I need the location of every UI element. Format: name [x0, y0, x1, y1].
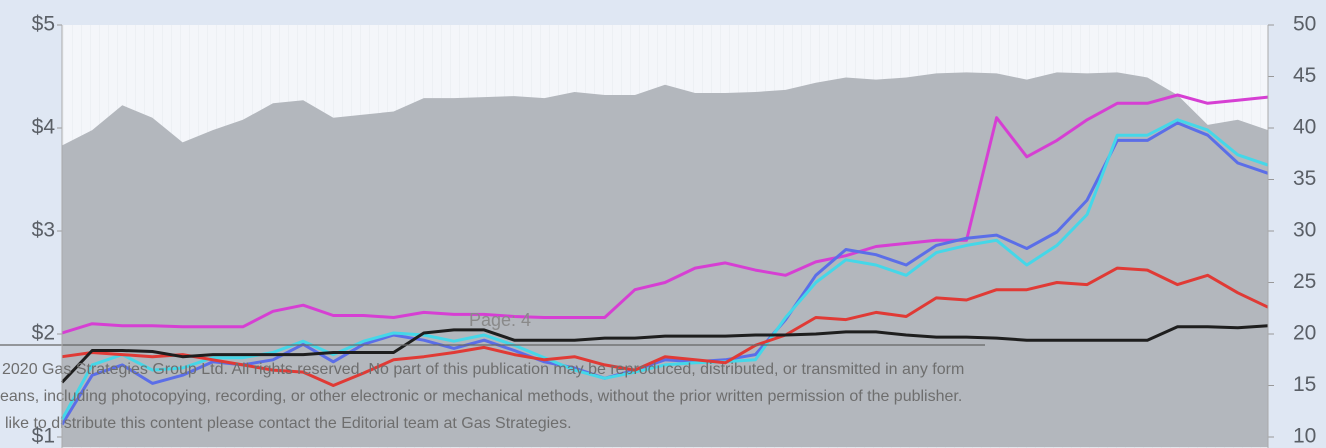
line	[61, 266, 1269, 387]
y2-tick-label: 50	[1293, 13, 1316, 36]
y2-tick-label: 45	[1293, 64, 1316, 87]
y2-tick-label: 30	[1293, 219, 1316, 242]
y-tick-label: $4	[32, 116, 56, 139]
footer-line: like to distribute this content please c…	[5, 415, 572, 432]
line	[60, 324, 1269, 384]
y-tick-label: $3	[32, 219, 55, 242]
footer-line: 2020 Gas Strategies Group Ltd. All right…	[2, 361, 964, 378]
line	[61, 93, 1269, 335]
y2-tick-label: 40	[1293, 116, 1316, 139]
y2-tick-label: 25	[1293, 270, 1316, 293]
y2-tick-label: 20	[1293, 322, 1316, 345]
y-tick-label: $5	[32, 13, 55, 36]
y-tick-label: $1	[32, 425, 55, 448]
y2-tick-label: 35	[1293, 167, 1316, 190]
marks	[60, 72, 1269, 448]
y2-tick-label: 15	[1293, 373, 1316, 396]
y2-tick-label: 10	[1293, 425, 1316, 448]
page-label: Page: 4	[469, 310, 531, 330]
footer-line: eans, including photocopying, recording,…	[0, 388, 962, 405]
line	[60, 121, 1269, 426]
y-tick-label: $2	[32, 322, 55, 345]
